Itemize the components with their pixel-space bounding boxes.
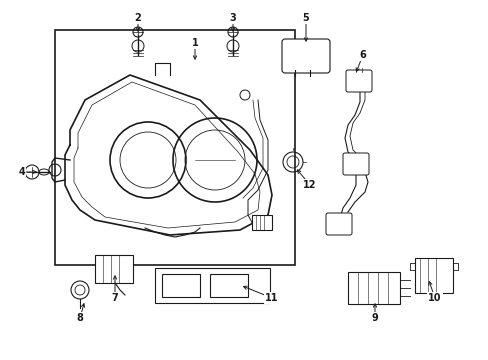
Text: 8: 8 (77, 313, 83, 323)
Text: 12: 12 (303, 180, 316, 190)
Text: 4: 4 (19, 167, 25, 177)
Text: 10: 10 (427, 293, 441, 303)
FancyBboxPatch shape (325, 213, 351, 235)
Bar (95, 255, 133, 283)
Bar (155, 268, 269, 303)
Text: 1: 1 (191, 38, 198, 48)
Text: 3: 3 (229, 13, 236, 23)
Text: 7: 7 (111, 293, 118, 303)
FancyBboxPatch shape (282, 39, 329, 73)
FancyBboxPatch shape (342, 153, 368, 175)
Text: 5: 5 (302, 13, 309, 23)
Text: 2: 2 (134, 13, 141, 23)
Text: 11: 11 (264, 293, 278, 303)
Text: 9: 9 (371, 313, 378, 323)
Bar (347, 272, 399, 304)
FancyBboxPatch shape (346, 70, 371, 92)
Bar (162, 274, 200, 297)
Bar (55, 30, 294, 265)
Bar (209, 274, 247, 297)
Bar (414, 258, 452, 293)
Bar (251, 215, 271, 230)
Text: 6: 6 (359, 50, 366, 60)
